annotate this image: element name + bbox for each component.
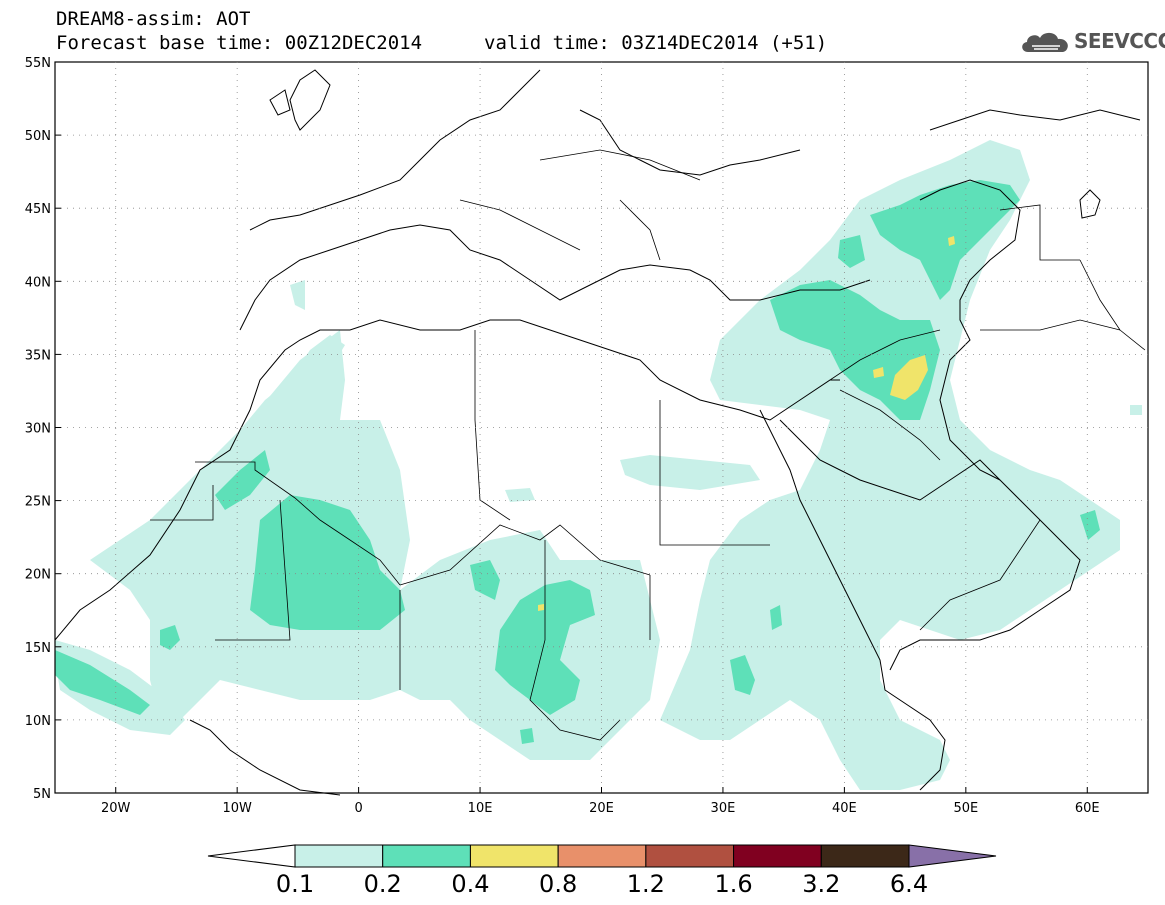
colorbar-threshold-label: 1.6 bbox=[714, 870, 753, 898]
lon-label: 10E bbox=[468, 801, 493, 816]
lon-label: 30E bbox=[711, 801, 736, 816]
lon-label: 50E bbox=[953, 801, 978, 816]
colorbar-box bbox=[645, 844, 735, 868]
colorbar-threshold-label: 6.4 bbox=[889, 870, 929, 898]
lat-label: 15N bbox=[25, 641, 51, 656]
lat-label: 40N bbox=[25, 275, 51, 290]
aot-field-high bbox=[538, 236, 955, 611]
colorbar-threshold-label: 0.4 bbox=[451, 870, 490, 898]
colorbar-box bbox=[820, 844, 910, 868]
coastlines bbox=[54, 69, 1141, 796]
lon-label: 20W bbox=[101, 801, 131, 816]
lat-label: 5N bbox=[33, 787, 51, 802]
lon-label: 0 bbox=[354, 801, 362, 816]
colorbar-box bbox=[557, 844, 647, 868]
colorbar bbox=[207, 844, 997, 868]
lat-label: 50N bbox=[25, 129, 51, 144]
lon-label: 60E bbox=[1075, 801, 1100, 816]
gridlines bbox=[55, 61, 1148, 794]
colorbar-arrow-left bbox=[207, 844, 296, 868]
colorbar-threshold-label: 1.2 bbox=[626, 870, 665, 898]
lat-label: 30N bbox=[25, 422, 51, 437]
cloud-icon bbox=[1022, 32, 1068, 52]
lon-label: 40E bbox=[832, 801, 857, 816]
lat-label: 35N bbox=[25, 348, 51, 363]
country-borders bbox=[150, 149, 1146, 741]
colorbar-threshold-label: 0.1 bbox=[275, 870, 315, 898]
colorbar-arrow-right bbox=[908, 844, 997, 868]
colorbar-box bbox=[382, 844, 471, 868]
lat-label: 20N bbox=[25, 568, 51, 583]
lat-label: 10N bbox=[25, 714, 51, 729]
lat-label: 45N bbox=[25, 202, 51, 217]
colorbar-threshold-label: 0.8 bbox=[539, 870, 578, 898]
colorbar-box bbox=[733, 844, 822, 868]
colorbar-threshold-label: 0.2 bbox=[363, 870, 402, 898]
colorbar-box bbox=[294, 844, 384, 868]
logo-text: SEEVCCC bbox=[1074, 29, 1165, 53]
lon-label: 20E bbox=[589, 801, 614, 816]
valid-time: valid time: 03Z14DEC2014 (+51) bbox=[484, 32, 828, 54]
seevccc-logo: SEEVCCC bbox=[1018, 26, 1165, 58]
colorbar-box bbox=[469, 844, 559, 868]
colorbar-threshold-label: 3.2 bbox=[802, 870, 841, 898]
longitude-labels: 20W 10W 0 10E 20E 30E 40E 50E 60E bbox=[101, 801, 1100, 816]
forecast-base-time: Forecast base time: 00Z12DEC2014 bbox=[56, 32, 423, 54]
latitude-labels: 55N 50N 45N 40N 35N 30N 25N 20N 15N 10N 5N bbox=[25, 56, 51, 802]
map-title: DREAM8-assim: AOT bbox=[56, 8, 251, 30]
lat-label: 25N bbox=[25, 495, 51, 510]
lon-label: 10W bbox=[222, 801, 252, 816]
lat-label: 55N bbox=[25, 56, 51, 71]
